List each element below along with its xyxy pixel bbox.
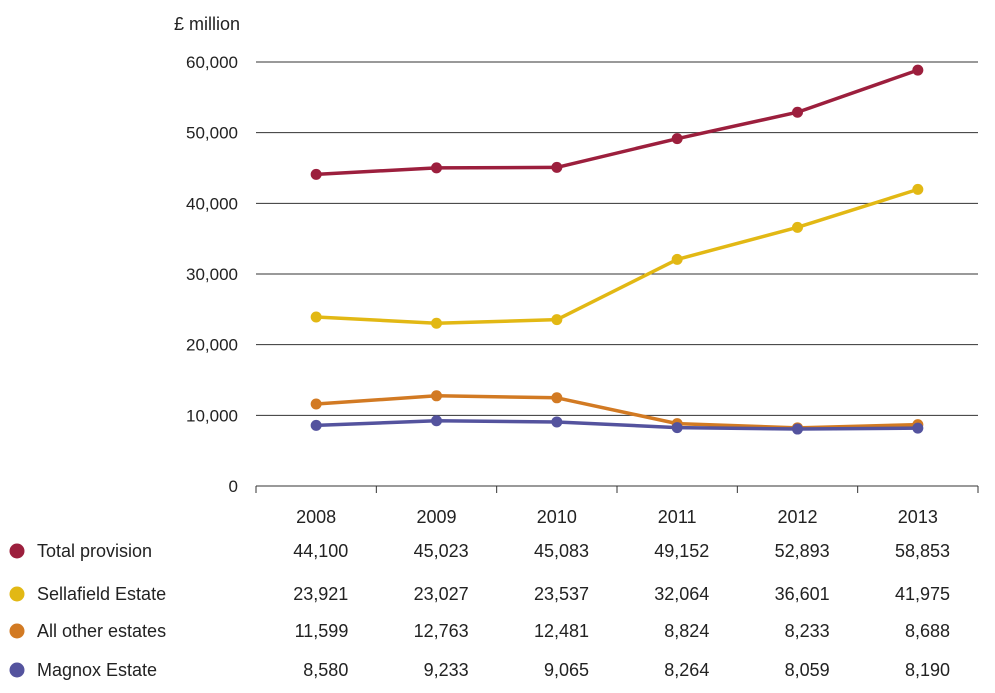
y-tick-label: 0	[229, 477, 238, 496]
series-magnox-estate	[310, 415, 924, 435]
table-cell: 9,233	[424, 660, 469, 680]
table-cell: 36,601	[775, 584, 830, 604]
table-cell: 23,537	[534, 584, 589, 604]
y-unit-label: £ million	[174, 14, 240, 34]
series-line	[316, 419, 918, 431]
data-point	[912, 183, 924, 195]
series-total-provision	[310, 64, 924, 180]
data-table: Total provision 44,100 45,023 45,083 49,152 5…	[9, 541, 950, 680]
table-cell: 12,763	[414, 621, 469, 641]
legend-label: Magnox Estate	[37, 660, 157, 680]
x-tick-label: 2013	[898, 507, 938, 527]
x-tick-label: 2010	[537, 507, 577, 527]
table-cell: 8,580	[303, 660, 348, 680]
legend-label: Sellafield Estate	[37, 584, 166, 604]
data-point	[792, 423, 803, 435]
table-cell: 32,064	[654, 584, 709, 604]
x-tick-label: 2009	[416, 507, 456, 527]
data-point	[671, 253, 683, 265]
data-point	[912, 422, 924, 434]
table-row: Magnox Estate 8,580 9,233 9,065 8,264 8,059 8,…	[9, 660, 950, 680]
table-row: Total provision 44,100 45,023 45,083 49,152 5…	[9, 541, 950, 561]
data-point	[912, 64, 924, 76]
x-tick-label: 2011	[658, 507, 697, 527]
table-cell: 44,100	[293, 541, 348, 561]
table-cell: 23,027	[414, 584, 469, 604]
table-cell: 58,853	[895, 541, 950, 561]
x-tick-label: 2008	[296, 507, 336, 527]
table-cell: 23,921	[293, 584, 348, 604]
legend-swatch	[9, 623, 25, 639]
y-tick-labels: 0 10,000 20,000 30,000 40,000 50,000 60,000	[186, 53, 238, 496]
legend-swatch	[9, 662, 25, 678]
table-cell: 45,083	[534, 541, 589, 561]
data-point	[431, 162, 442, 174]
y-tick-label: 60,000	[186, 53, 238, 72]
table-cell: 8,824	[664, 621, 709, 641]
table-cell: 12,481	[534, 621, 589, 641]
y-tick-label: 40,000	[186, 194, 238, 213]
data-point	[310, 311, 322, 323]
table-cell: 8,233	[785, 621, 830, 641]
table-row: Sellafield Estate 23,921 23,027 23,537 32,06…	[9, 584, 950, 604]
data-point	[431, 317, 442, 329]
data-point	[551, 416, 563, 428]
legend-swatch	[9, 586, 25, 602]
legend-label: Total provision	[37, 541, 152, 561]
data-point	[551, 392, 563, 404]
series-sellafield-estate	[310, 183, 924, 329]
data-point	[431, 415, 442, 427]
table-row: All other estates 11,599 12,763 12,481 8,824…	[9, 621, 950, 641]
data-point	[671, 422, 683, 434]
table-cell: 45,023	[414, 541, 469, 561]
y-tick-label: 30,000	[186, 265, 238, 284]
y-tick-label: 20,000	[186, 336, 238, 355]
data-point	[671, 133, 683, 145]
data-point	[310, 168, 322, 180]
y-tick-label: 10,000	[186, 406, 238, 425]
series-lines	[310, 64, 924, 435]
gridlines	[256, 61, 978, 416]
y-tick-label: 50,000	[186, 124, 238, 143]
data-point	[551, 314, 563, 326]
data-point	[310, 419, 322, 431]
table-cell: 11,599	[295, 621, 349, 641]
data-point	[431, 390, 442, 402]
table-cell: 52,893	[775, 541, 830, 561]
table-cell: 8,264	[664, 660, 709, 680]
data-point	[792, 221, 803, 233]
x-axis: 2008 2009 2010 2011 2012 2013	[255, 485, 979, 527]
data-point	[792, 106, 803, 118]
table-cell: 9,065	[544, 660, 589, 680]
data-point	[551, 161, 563, 173]
table-cell: 8,688	[905, 621, 950, 641]
legend-swatch	[9, 543, 25, 559]
series-all-other-estates	[310, 390, 924, 434]
series-line	[316, 68, 919, 177]
data-point	[310, 398, 322, 410]
legend-label: All other estates	[37, 621, 166, 641]
table-cell: 8,059	[785, 660, 830, 680]
table-cell: 8,190	[905, 660, 950, 680]
table-cell: 49,152	[654, 541, 709, 561]
series-line	[316, 187, 919, 326]
table-cell: 41,975	[895, 584, 950, 604]
x-tick-label: 2012	[777, 507, 817, 527]
